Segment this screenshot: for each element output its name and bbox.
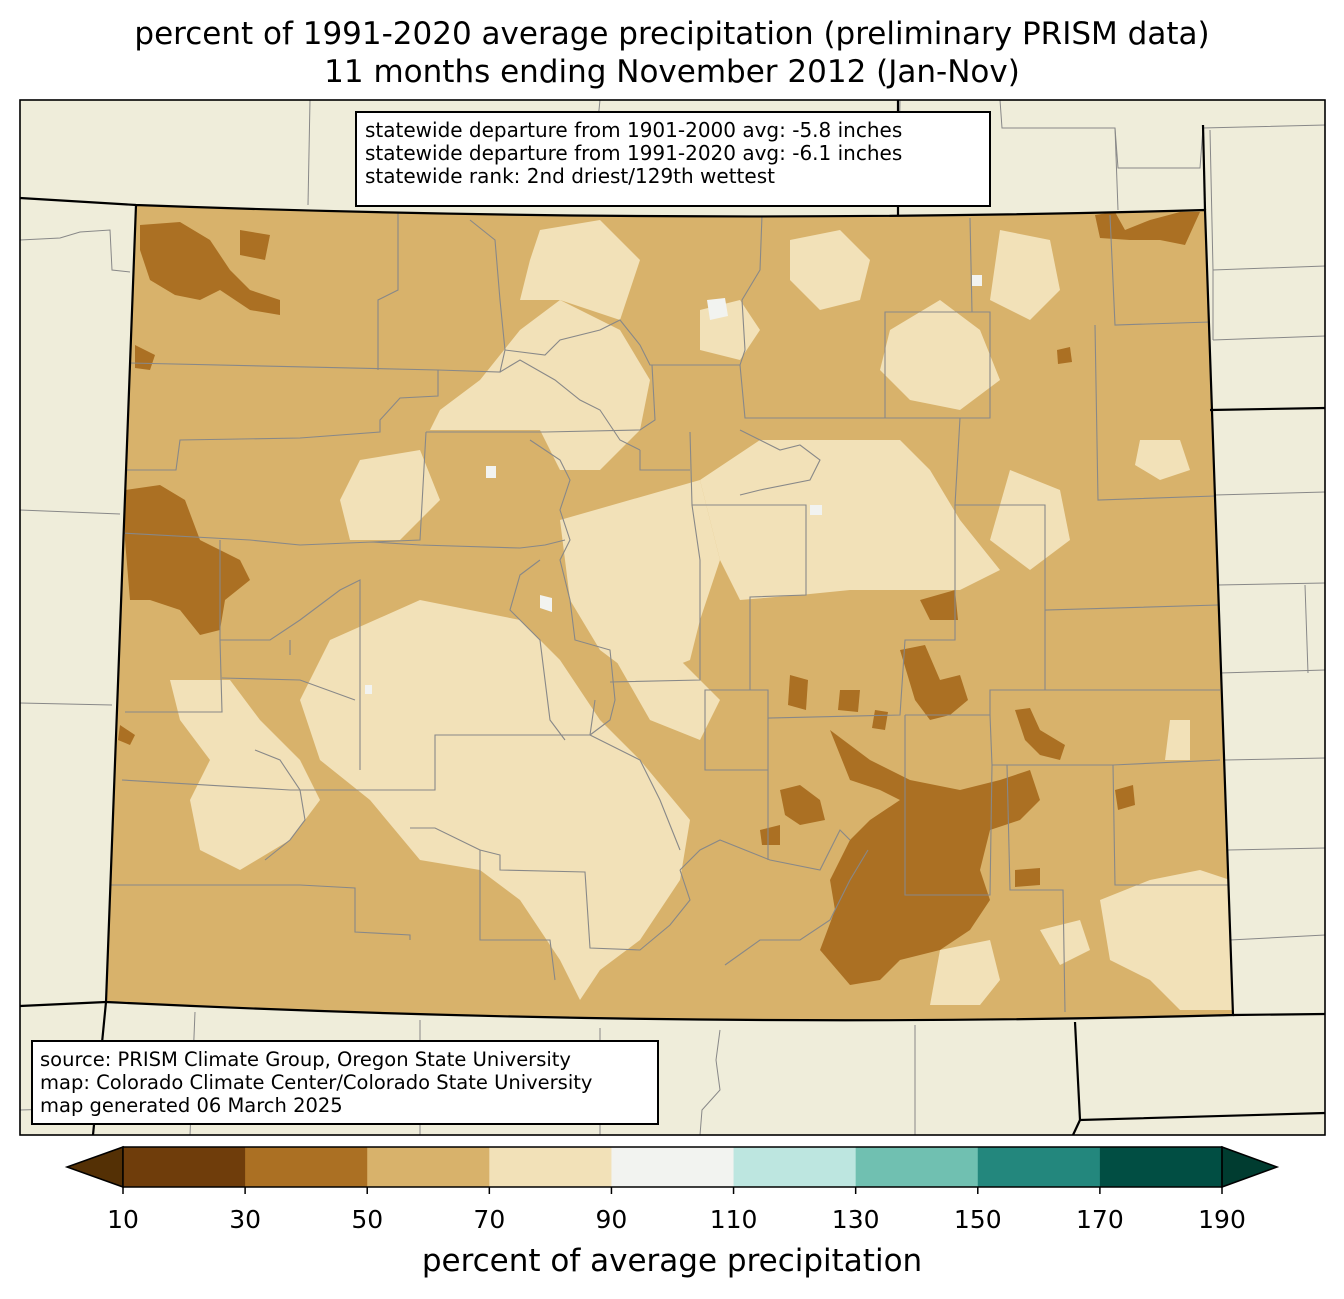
colorbar-outline — [122, 1146, 1223, 1188]
stats-rank: statewide rank: 2nd driest/129th wettest — [365, 164, 775, 188]
colorbar-under-arrow — [64, 1145, 124, 1189]
colorbar-bin — [611, 1147, 735, 1187]
colorbar-tick-label: 170 — [1076, 1205, 1124, 1234]
colorbar-tick-label: 30 — [229, 1205, 262, 1234]
colorbar-bin — [977, 1147, 1101, 1187]
colorado-precip-field — [106, 205, 1233, 1021]
colorbar-tick-label: 10 — [107, 1205, 139, 1234]
colorbar-tick-label: 70 — [473, 1205, 506, 1234]
colorbar-bin — [855, 1147, 979, 1187]
map-title-line-1: percent of 1991-2020 average precipitati… — [134, 16, 1210, 52]
colorbar-tick-label: 190 — [1198, 1205, 1246, 1234]
map-credit-line: map: Colorado Climate Center/Colorado St… — [40, 1071, 593, 1094]
source-line: source: PRISM Climate Group, Oregon Stat… — [40, 1048, 571, 1071]
colorbar-tick-label: 130 — [831, 1205, 880, 1234]
source-credit-box: source: PRISM Climate Group, Oregon Stat… — [31, 1040, 659, 1125]
colorbar-bin — [1099, 1147, 1223, 1187]
colorbar-over-arrow — [1221, 1145, 1280, 1189]
colorbar-tick-label: 50 — [351, 1205, 384, 1234]
colorbar-tick-label: 90 — [595, 1205, 628, 1234]
colorbar-bin — [367, 1147, 490, 1187]
stats-departure-1991-2020: statewide departure from 1991-2020 avg: … — [365, 141, 903, 165]
colorbar-bin — [489, 1147, 612, 1187]
colorbar-tick-label: 150 — [953, 1205, 1002, 1234]
map-frame — [19, 99, 1326, 1136]
generated-date-line: map generated 06 March 2025 — [40, 1094, 343, 1117]
stats-departure-1901-2000: statewide departure from 1901-2000 avg: … — [365, 118, 903, 142]
colorado-county-lines — [106, 205, 1228, 1013]
colorbar-tick-label: 110 — [709, 1205, 758, 1234]
colorbar-bin — [123, 1147, 246, 1187]
map-title-line-2: 11 months ending November 2012 (Jan-Nov) — [324, 54, 1020, 90]
statewide-stats-box: statewide departure from 1901-2000 avg: … — [355, 111, 991, 207]
colorbar-bin — [245, 1147, 368, 1187]
colorbar-label: percent of average precipitation — [421, 1243, 923, 1279]
colorbar-bin — [733, 1147, 857, 1187]
